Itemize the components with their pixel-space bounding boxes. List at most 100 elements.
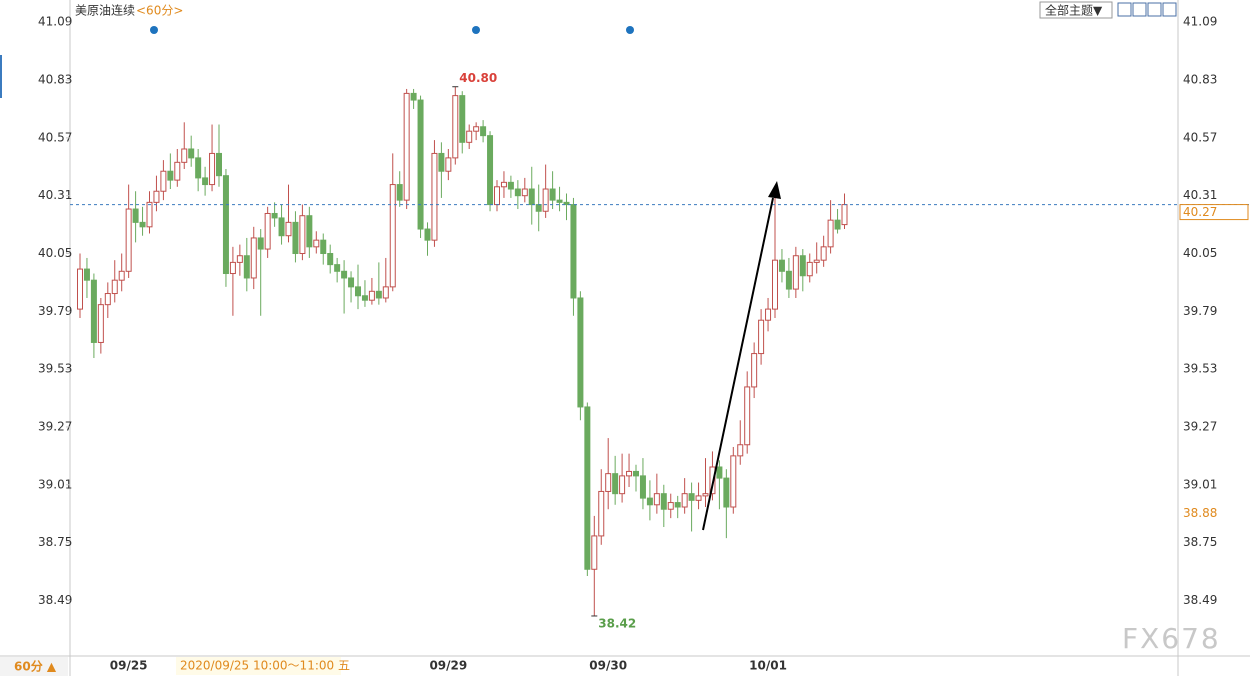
candle-body	[605, 473, 612, 492]
y-tick-label: 39.27	[38, 419, 72, 433]
candle-body	[528, 188, 535, 206]
candle-body	[772, 259, 778, 310]
candle-body	[841, 204, 848, 226]
candle-body	[368, 290, 375, 301]
candle-body	[834, 219, 841, 230]
toolbar-icons[interactable]	[1117, 2, 1177, 17]
candle-body	[646, 497, 653, 506]
candle-body	[487, 135, 494, 206]
candle-body	[188, 148, 195, 159]
candle-body	[285, 221, 292, 237]
plot-area: 41.09 41.09 40.83 40.83 40.57 40.57 40.31 40.31…	[38, 15, 1250, 673]
candle-body	[257, 237, 264, 250]
candle-body	[334, 264, 341, 272]
candle-body	[827, 219, 834, 248]
tool-icon[interactable]	[1132, 2, 1147, 17]
candle-body	[563, 201, 570, 206]
watermark: FX678	[1122, 622, 1221, 655]
candle-body	[535, 204, 542, 212]
candle-body	[758, 319, 765, 355]
trend-arrow	[702, 197, 774, 531]
y-tick-label: 38.75	[38, 535, 72, 549]
candle-body	[799, 255, 806, 277]
event-marker[interactable]	[150, 26, 158, 34]
candle-body	[514, 188, 521, 197]
y-tick-label-right: 40.57	[1183, 130, 1217, 144]
candle-body	[730, 455, 737, 508]
candle-body	[160, 170, 167, 192]
theme-button[interactable]: 全部主题▼	[1045, 3, 1103, 18]
candle-body	[494, 186, 500, 206]
footer-time: 2020/09/25 10:00～11:00 五	[180, 659, 350, 673]
candle-body	[723, 477, 730, 508]
candle-body	[466, 130, 473, 143]
theme-button-box[interactable]	[1039, 1, 1113, 19]
y-tick-label-right: 41.09	[1183, 15, 1217, 29]
tool-icon[interactable]	[1117, 2, 1132, 17]
candle-body	[417, 99, 424, 230]
candle-body	[195, 157, 202, 179]
candle-body	[674, 502, 681, 508]
candle-body	[243, 255, 250, 279]
candle-body	[473, 126, 480, 132]
candle-body	[577, 297, 584, 408]
candle-body	[375, 290, 382, 299]
y-tick-label-right: 38.75	[1183, 535, 1217, 549]
candle-body	[341, 270, 348, 279]
candle-body	[104, 293, 111, 306]
y-tick-label: 39.79	[38, 304, 72, 318]
chart-title: 美原油连续	[75, 3, 135, 18]
candle-body	[584, 406, 591, 570]
y-tick-label-right: 40.31	[1183, 188, 1217, 202]
candle-body	[778, 259, 785, 272]
tool-icon[interactable]	[1147, 2, 1162, 17]
interval-label[interactable]: <60分>	[136, 4, 183, 18]
y-tick-label-right: 39.79	[1183, 304, 1217, 318]
candle-body	[174, 161, 181, 181]
candle-body	[125, 208, 132, 272]
candle-body	[688, 493, 695, 501]
candle-body	[90, 279, 97, 343]
candle-body	[153, 190, 160, 203]
candle-body	[216, 152, 222, 177]
candle-body	[202, 177, 209, 186]
event-marker[interactable]	[472, 26, 480, 34]
candle-body	[507, 181, 514, 190]
candle-body	[695, 495, 702, 501]
candle-body	[702, 493, 709, 497]
candle-body	[570, 204, 577, 299]
candle-body	[438, 152, 445, 172]
footer-period[interactable]: 60分 ▲	[14, 659, 57, 674]
candle-body	[480, 126, 487, 137]
candle-body	[639, 475, 646, 499]
candle-body	[132, 208, 139, 223]
candle-body	[229, 261, 236, 275]
arrow-head	[768, 181, 781, 199]
y-tick-label-right: 39.27	[1183, 419, 1217, 433]
high-label: 40.80	[459, 71, 497, 85]
candle-body	[653, 493, 660, 506]
candle-body	[403, 92, 410, 201]
candle-body	[751, 353, 758, 388]
cursor-price-label: 38.88	[1183, 506, 1217, 520]
candle-body	[633, 470, 639, 477]
candle-body	[556, 199, 563, 203]
candle-body	[77, 268, 83, 310]
candle-body	[765, 308, 772, 321]
candle-body	[271, 212, 278, 219]
tool-icon[interactable]	[1162, 2, 1177, 17]
candle-body	[598, 490, 605, 537]
event-marker[interactable]	[626, 26, 634, 34]
period-box[interactable]	[0, 657, 68, 676]
y-tick-label-right: 39.01	[1183, 477, 1217, 491]
x-tick-label: 09/25	[110, 659, 148, 673]
candle-body	[626, 470, 633, 477]
y-tick-label: 39.53	[38, 362, 72, 376]
candle-body	[820, 246, 827, 261]
candle-body	[445, 157, 452, 172]
candle-body	[327, 253, 334, 266]
candle-body	[97, 304, 104, 343]
candle-body	[306, 215, 313, 248]
candle-body	[612, 473, 619, 495]
candle-body	[619, 475, 626, 495]
